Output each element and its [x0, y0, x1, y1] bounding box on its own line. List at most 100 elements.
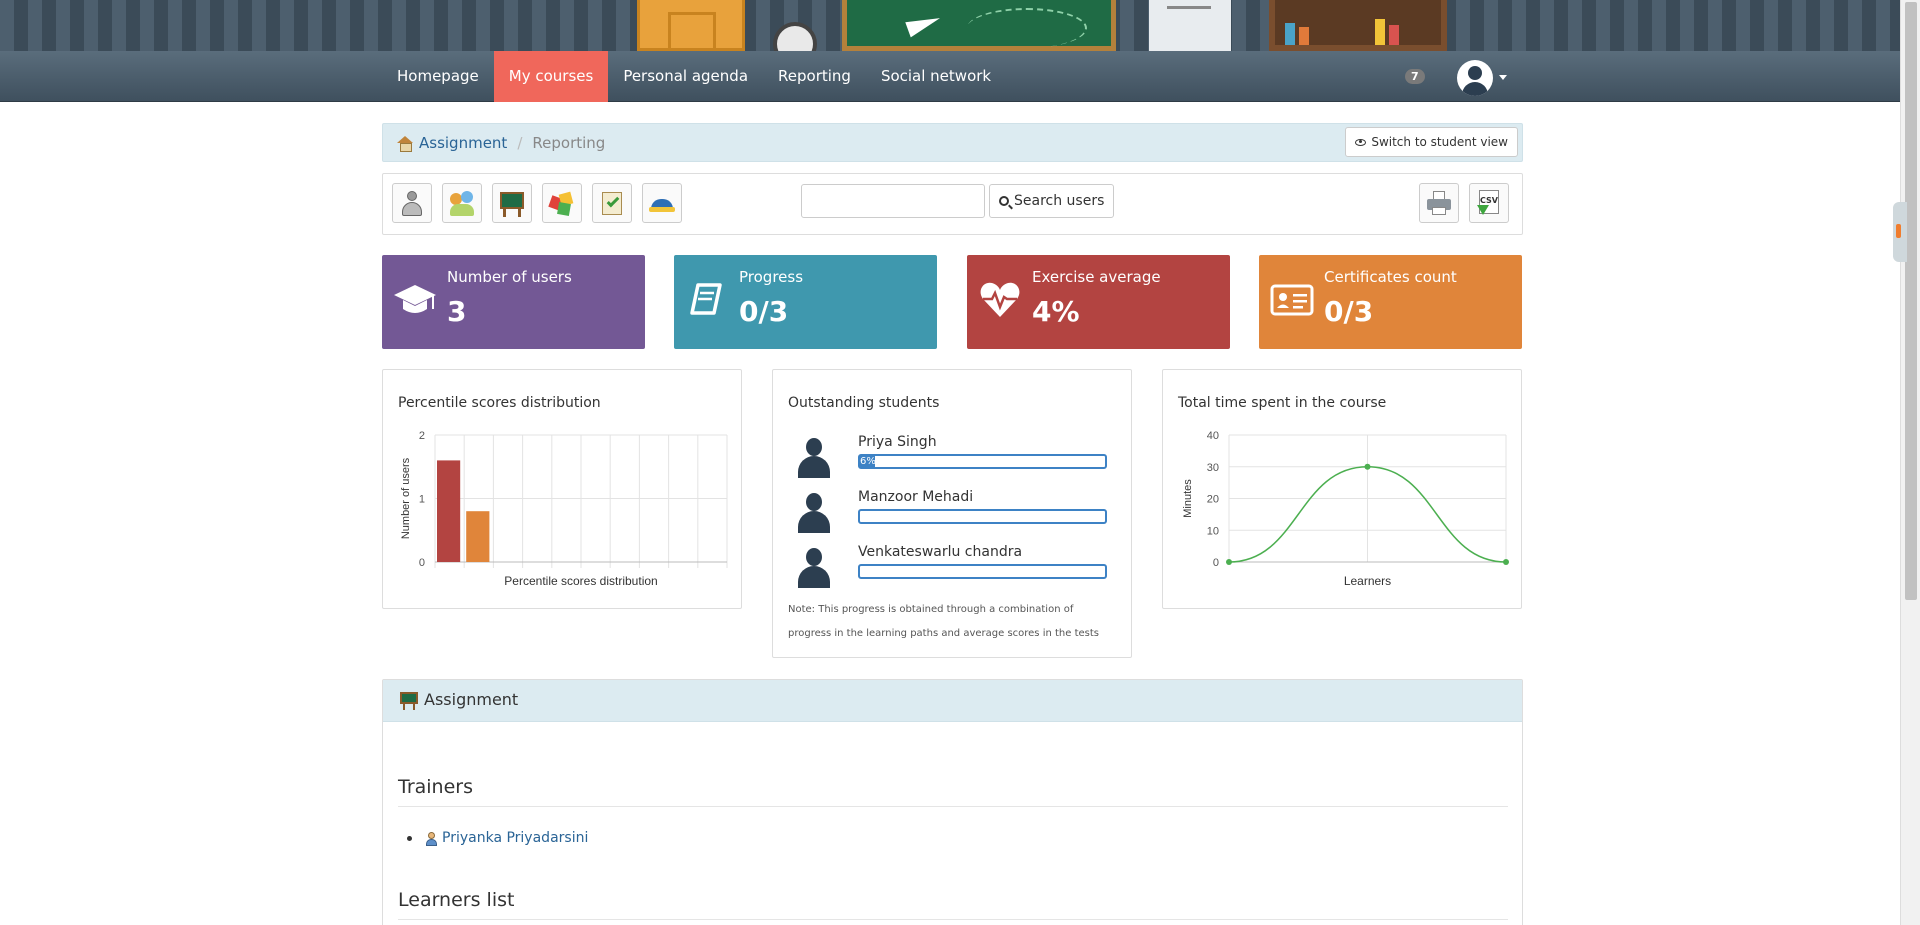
blocks-icon — [548, 189, 576, 217]
stat-exercise-label: Exercise average — [1032, 268, 1161, 286]
nav-menu: Homepage My courses Personal agenda Repo… — [382, 51, 1006, 102]
student-avatar-icon — [794, 436, 832, 478]
learners-report-button[interactable] — [392, 183, 432, 223]
data-point — [1226, 559, 1232, 565]
user-icon — [425, 831, 438, 846]
assignment-section: Assignment Trainers Priyanka Priyadarsin… — [382, 679, 1523, 925]
search-users-button[interactable]: Search users — [989, 184, 1115, 218]
nav-personal-agenda[interactable]: Personal agenda — [623, 67, 749, 85]
y-axis-label: Number of users — [400, 457, 412, 539]
nav-homepage[interactable]: Homepage — [397, 67, 479, 85]
page-scrollbar[interactable] — [1900, 0, 1920, 925]
nav-my-courses[interactable]: My courses — [493, 51, 609, 102]
stat-card-certificates: Certificates count 0/3 — [1259, 255, 1522, 349]
heartbeat-icon — [980, 282, 1020, 317]
student-progress-bar — [858, 564, 1107, 579]
y-tick-label: 20 — [1207, 494, 1219, 506]
nav-reporting[interactable]: Reporting — [778, 67, 851, 85]
student-row: Manzoor Mehadi — [788, 489, 1118, 539]
student-name: Priya Singh — [858, 434, 937, 450]
distribution-panel: Percentile scores distribution 0 1 2 Percen… — [382, 369, 742, 609]
x-axis-label: Percentile scores distribution — [504, 574, 657, 588]
bar — [437, 460, 461, 562]
stat-card-users: Number of users 3 — [382, 255, 645, 349]
bar — [466, 511, 490, 562]
user-avatar[interactable] — [1457, 60, 1493, 96]
blackboard-icon — [400, 692, 418, 710]
data-point — [1503, 559, 1509, 565]
main-navbar: Homepage My courses Personal agenda Repo… — [0, 51, 1900, 102]
home-icon — [397, 136, 413, 152]
time-spent-panel: Total time spent in the course 0 10 20 30 40… — [1162, 369, 1522, 609]
y-tick-label: 2 — [419, 430, 425, 442]
student-row: Priya Singh 6% — [788, 434, 1118, 484]
assignment-title: Assignment — [424, 690, 519, 709]
y-tick-label: 0 — [419, 557, 425, 569]
student-row: Venkateswarlu chandra — [788, 544, 1118, 594]
switch-student-view-button[interactable]: Switch to student view — [1345, 127, 1518, 157]
exams-report-button[interactable] — [592, 183, 632, 223]
side-panel-tab[interactable] — [1893, 202, 1907, 262]
stat-progress-label: Progress — [739, 268, 804, 286]
stat-users-value: 3 — [447, 295, 467, 328]
student-avatar-icon — [794, 491, 832, 533]
y-tick-label: 0 — [1213, 557, 1219, 569]
export-csv-button[interactable]: CSV — [1469, 183, 1509, 223]
search-icon — [999, 196, 1009, 206]
id-card-icon — [1270, 284, 1314, 316]
x-axis-label: Learners — [1344, 574, 1391, 588]
graduation-cap-icon — [394, 285, 436, 313]
eye-icon — [1355, 138, 1367, 146]
blackboard-icon — [498, 189, 526, 217]
data-point — [1364, 463, 1371, 470]
time-panel-title: Total time spent in the course — [1178, 395, 1387, 411]
student-progress-bar: 6% — [858, 454, 1107, 469]
outstanding-students-panel: Outstanding students Priya Singh 6% Manz… — [772, 369, 1132, 658]
printer-icon — [1425, 189, 1453, 217]
switch-student-view-label: Switch to student view — [1371, 135, 1508, 149]
graduation-cap-icon — [648, 189, 676, 217]
print-button[interactable] — [1419, 183, 1459, 223]
trainer-link[interactable]: Priyanka Priyadarsini — [406, 830, 589, 846]
breadcrumb: Assignment / Reporting Switch to student… — [382, 123, 1523, 162]
student-name: Venkateswarlu chandra — [858, 544, 1023, 560]
y-tick-label: 40 — [1207, 430, 1219, 442]
checklist-icon — [598, 189, 626, 217]
y-tick-label: 1 — [419, 494, 425, 506]
user-icon — [398, 189, 426, 217]
assignment-header: Assignment — [383, 680, 1522, 722]
reporting-toolbar: Search users CSV — [382, 173, 1523, 235]
stat-exercise-value: 4% — [1032, 295, 1080, 328]
notification-badge[interactable]: 7 — [1405, 69, 1425, 84]
y-tick-label: 30 — [1207, 462, 1219, 474]
trainers-heading: Trainers — [398, 776, 1508, 807]
nav-social-network[interactable]: Social network — [880, 67, 992, 85]
header-banner — [0, 0, 1900, 51]
scrollbar-thumb[interactable] — [1905, 2, 1917, 600]
door-illustration — [637, 0, 745, 51]
outstanding-panel-title: Outstanding students — [788, 395, 940, 411]
csv-export-icon: CSV — [1475, 189, 1503, 217]
search-users-input[interactable] — [801, 184, 985, 218]
breadcrumb-course-link[interactable]: Assignment — [419, 134, 508, 152]
y-tick-label: 10 — [1207, 525, 1219, 537]
clock-illustration — [773, 22, 817, 51]
student-avatar-icon — [794, 546, 832, 588]
student-name: Manzoor Mehadi — [858, 489, 974, 505]
breadcrumb-current: Reporting — [532, 134, 606, 152]
chevron-down-icon[interactable] — [1499, 75, 1507, 80]
groups-report-button[interactable] — [442, 183, 482, 223]
paper-illustration — [1149, 0, 1231, 51]
student-progress-bar — [858, 509, 1107, 524]
trainer-name: Priyanka Priyadarsini — [442, 830, 589, 846]
chalkboard-illustration — [842, 0, 1116, 51]
student-progress-fill: 6% — [860, 456, 875, 467]
course-report-button[interactable] — [492, 183, 532, 223]
certificates-report-button[interactable] — [642, 183, 682, 223]
resources-report-button[interactable] — [542, 183, 582, 223]
learners-list-heading: Learners list — [398, 889, 1508, 920]
stat-card-exercise: Exercise average 4% — [967, 255, 1230, 349]
breadcrumb-separator: / — [517, 134, 523, 152]
progress-note: Note: This progress is obtained through … — [788, 604, 1099, 639]
distribution-panel-title: Percentile scores distribution — [398, 395, 601, 411]
